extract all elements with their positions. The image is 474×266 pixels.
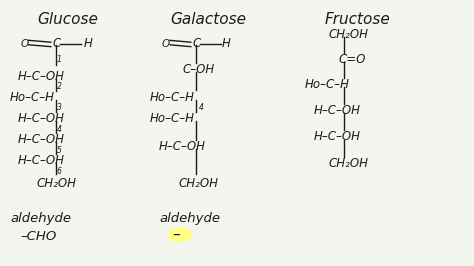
Text: CH₂OH: CH₂OH (329, 157, 369, 170)
Text: 5: 5 (57, 146, 62, 155)
Text: CH₂OH: CH₂OH (36, 177, 77, 189)
Text: C–OH: C–OH (183, 63, 215, 76)
Text: –: – (172, 227, 180, 242)
Text: Galactose: Galactose (171, 12, 247, 27)
Text: C: C (192, 37, 201, 50)
Text: 6: 6 (57, 167, 62, 176)
Text: 1: 1 (57, 55, 62, 64)
Text: Ho–C–H: Ho–C–H (304, 78, 349, 91)
Text: aldehyde: aldehyde (159, 212, 220, 225)
Text: 4: 4 (198, 103, 203, 113)
Text: Ho–C–H: Ho–C–H (150, 91, 195, 104)
Text: O: O (20, 39, 28, 48)
Text: O: O (162, 39, 170, 48)
Text: H–C–OH: H–C–OH (18, 154, 65, 167)
Text: CH₂OH: CH₂OH (329, 28, 369, 41)
Text: Ho–C–H: Ho–C–H (150, 112, 195, 125)
Text: C: C (52, 37, 61, 50)
Text: H–C–OH: H–C–OH (314, 104, 361, 117)
Text: H–C–OH: H–C–OH (158, 140, 205, 153)
Text: H–C–OH: H–C–OH (18, 133, 65, 146)
Text: CH₂OH: CH₂OH (178, 177, 218, 189)
Text: –CHO: –CHO (20, 230, 56, 243)
Text: Ho–C–H: Ho–C–H (10, 91, 55, 104)
Text: 2: 2 (57, 82, 62, 92)
Text: C=O: C=O (338, 53, 365, 66)
Text: H: H (222, 37, 231, 50)
Text: H–C–OH: H–C–OH (18, 112, 65, 125)
Text: Glucose: Glucose (37, 12, 98, 27)
Text: H: H (84, 37, 93, 50)
Circle shape (168, 228, 191, 241)
Text: H–C–OH: H–C–OH (18, 70, 65, 83)
Text: 4: 4 (57, 124, 62, 134)
Text: Fructose: Fructose (324, 12, 390, 27)
Text: H–C–OH: H–C–OH (314, 130, 361, 143)
Text: aldehyde: aldehyde (11, 212, 72, 225)
Text: 3: 3 (57, 103, 62, 113)
